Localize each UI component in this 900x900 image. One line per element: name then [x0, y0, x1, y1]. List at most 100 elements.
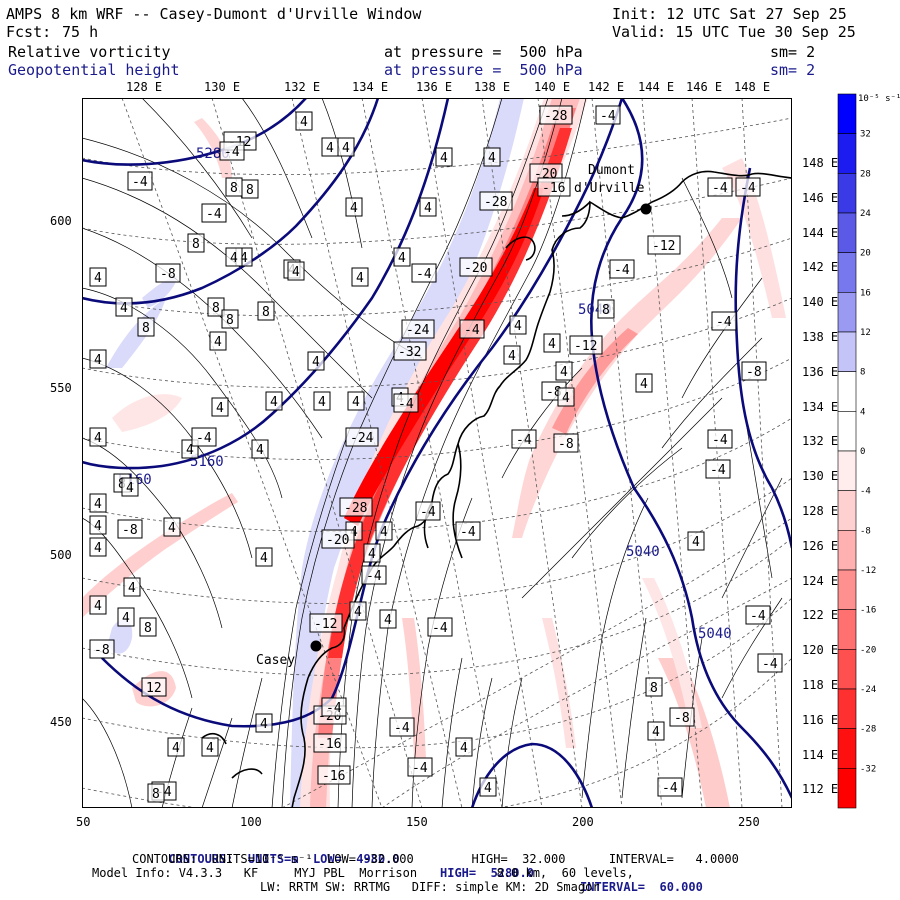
- right-lon-label: 122 E: [802, 608, 839, 623]
- svg-text:-8: -8: [122, 523, 138, 538]
- svg-text:4: 4: [350, 201, 358, 216]
- colorbar-unit: 10⁻⁵ s⁻¹: [858, 94, 900, 104]
- svg-text:-4: -4: [416, 267, 432, 282]
- colorbar-swatch: [837, 569, 857, 610]
- colorbar-label: 12: [860, 328, 871, 338]
- vorticity-label: 4: [211, 397, 229, 417]
- vorticity-label: 4: [393, 247, 411, 267]
- svg-text:4: 4: [560, 365, 568, 380]
- casey-label: Casey: [256, 653, 295, 668]
- casey-marker[interactable]: [310, 640, 322, 652]
- top-lon-label: 130 E: [204, 80, 241, 94]
- vorticity-label: -4: [389, 717, 415, 737]
- vorticity-label: 4: [455, 737, 473, 757]
- right-lon-label: 136 E: [802, 364, 839, 379]
- svg-text:4: 4: [424, 201, 432, 216]
- svg-text:-4: -4: [516, 433, 532, 448]
- svg-text:4: 4: [384, 613, 392, 628]
- svg-text:-4: -4: [366, 569, 382, 584]
- svg-text:-8: -8: [160, 267, 176, 282]
- right-lon-label: 112 E: [802, 782, 839, 797]
- svg-text:-4: -4: [716, 315, 732, 330]
- vorticity-label: 8: [597, 299, 615, 319]
- svg-text:4: 4: [186, 443, 194, 458]
- svg-text:-24: -24: [350, 431, 374, 446]
- top-lon-label: 142 E: [588, 80, 625, 94]
- svg-text:-4: -4: [614, 263, 630, 278]
- vorticity-label: 4: [89, 349, 107, 369]
- top-lon-label: 128 E: [126, 80, 163, 94]
- vorticity-label: -32: [393, 341, 427, 361]
- valid-time: Valid: 15 UTC Tue 30 Sep 25: [612, 23, 856, 41]
- svg-text:-4: -4: [420, 505, 436, 520]
- vorticity-label: 4: [163, 517, 181, 537]
- vorticity-label: 8: [207, 297, 225, 317]
- colorbar-label: 32: [860, 130, 871, 140]
- vorticity-label: 4: [89, 267, 107, 287]
- vorticity-label: -20: [321, 529, 355, 549]
- svg-text:-4: -4: [740, 181, 756, 196]
- field1-smoothing: sm= 2: [770, 43, 816, 61]
- vorticity-label: 8: [147, 783, 165, 803]
- vorticity-label: 8: [139, 617, 157, 637]
- colorbar-label: -16: [860, 606, 876, 616]
- vorticity-label: -4: [219, 141, 245, 161]
- svg-text:4: 4: [94, 271, 102, 286]
- vorticity-label: 4: [347, 391, 365, 411]
- right-lon-label: 124 E: [802, 573, 839, 588]
- vorticity-label: -16: [313, 733, 347, 753]
- forecast-label: Fcst:: [6, 23, 52, 41]
- vorticity-label: 4: [557, 387, 575, 407]
- vorticity-label: -20: [459, 257, 493, 277]
- svg-text:4: 4: [206, 741, 214, 756]
- vorticity-label: 8: [187, 233, 205, 253]
- vorticity-label: 4: [255, 547, 273, 567]
- colorbar-label: 20: [860, 249, 871, 259]
- height-label: 5040: [626, 544, 660, 560]
- vorticity-label: -4: [757, 653, 783, 673]
- vorticity-label: -4: [415, 501, 441, 521]
- vorticity-label: 4: [115, 297, 133, 317]
- vorticity-label: 8: [241, 179, 259, 199]
- vorticity-label: 4: [251, 439, 269, 459]
- vorticity-label: 4: [509, 315, 527, 335]
- colorbar-label: 8: [860, 368, 865, 378]
- svg-text:4: 4: [312, 355, 320, 370]
- svg-text:-12: -12: [574, 339, 597, 354]
- colorbar-swatch: [837, 331, 857, 372]
- durville-label: d'Urville: [574, 181, 645, 196]
- colorbar-label: 24: [860, 209, 871, 219]
- colorbar-swatch: [837, 450, 857, 491]
- right-lon-label: 142 E: [802, 260, 839, 275]
- svg-text:-4: -4: [712, 433, 728, 448]
- svg-text:8: 8: [262, 305, 270, 320]
- vorticity-label: 4: [307, 351, 325, 371]
- y-axis-label: 500: [50, 548, 72, 562]
- vorticity-label: 8: [645, 677, 663, 697]
- svg-text:4: 4: [122, 611, 130, 626]
- vorticity-label: 4: [635, 373, 653, 393]
- svg-text:4: 4: [120, 301, 128, 316]
- colorbar-swatch: [837, 530, 857, 571]
- svg-text:-4: -4: [398, 397, 414, 412]
- svg-text:4: 4: [398, 251, 406, 266]
- svg-text:8: 8: [650, 681, 658, 696]
- vorticity-label: 4: [375, 521, 393, 541]
- vorticity-label: -16: [317, 765, 351, 785]
- right-lon-label: 146 E: [802, 190, 839, 205]
- y-axis-label: 600: [50, 214, 72, 228]
- colorbar-label: 4: [860, 407, 865, 417]
- dumont-durville-marker[interactable]: [640, 203, 652, 215]
- svg-text:-8: -8: [674, 711, 690, 726]
- vorticity-label: 4: [89, 595, 107, 615]
- top-lon-label: 146 E: [686, 80, 723, 94]
- svg-text:4: 4: [508, 349, 516, 364]
- vorticity-label: -4: [407, 757, 433, 777]
- field1-name: Relative vorticity: [8, 43, 171, 61]
- vorticity-label: 4: [349, 601, 367, 621]
- svg-text:4: 4: [318, 395, 326, 410]
- svg-text:4: 4: [292, 265, 300, 280]
- svg-text:4: 4: [354, 605, 362, 620]
- right-lon-label: 138 E: [802, 330, 839, 344]
- colorbar-label: -24: [860, 685, 876, 695]
